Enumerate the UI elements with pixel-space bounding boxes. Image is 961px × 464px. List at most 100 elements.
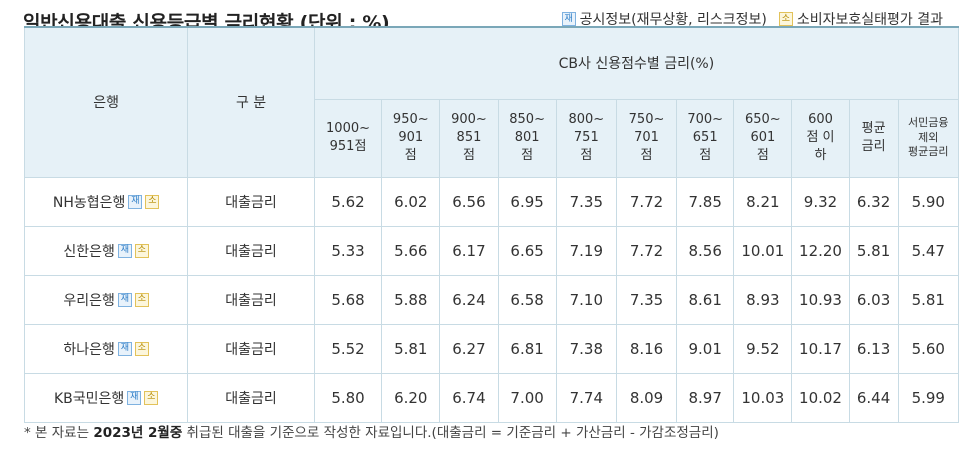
header-score-line: 851 bbox=[456, 129, 482, 145]
rate-value-cell: 8.97 bbox=[676, 372, 735, 423]
rate-value-cell: 6.58 bbox=[497, 274, 557, 325]
rate-value-cell: 5.68 bbox=[313, 274, 383, 325]
header-score-line: 950~ bbox=[392, 111, 429, 127]
header-score-line: 점 bbox=[699, 148, 712, 164]
disclosure-badge-icon[interactable]: 재 bbox=[117, 292, 132, 307]
rate-table: 은행 구 분 CB사 신용점수별 금리(%) 1000~ 951점 950~ 901 점… bbox=[23, 26, 960, 423]
rate-value-cell: 8.21 bbox=[733, 176, 793, 227]
header-bank: 은행 bbox=[23, 26, 189, 178]
legend-consumer-protection[interactable]: 소 소비자보호실태평가 결과 bbox=[778, 9, 943, 29]
header-score-line: 제외 bbox=[918, 130, 939, 144]
header-score-line: 650~ bbox=[744, 111, 781, 127]
rate-value-cell: 7.35 bbox=[615, 274, 678, 325]
rate-value-cell: 8.16 bbox=[615, 323, 678, 374]
legend-consumer-protection-label: 소비자보호실태평가 결과 bbox=[796, 12, 943, 28]
rate-value-cell: 8.56 bbox=[676, 225, 735, 276]
header-score-column: 1000~ 951점 bbox=[313, 98, 383, 178]
header-score-line: 점 bbox=[462, 148, 475, 164]
header-score-line: 901 bbox=[398, 129, 424, 145]
disclosure-badge-icon: 재 bbox=[561, 12, 576, 26]
footnote-suffix: 취급된 대출을 기준으로 작성한 자료입니다.(대출금리 = 기준금리 + 가산… bbox=[182, 425, 719, 441]
header-score-line: 점 bbox=[580, 148, 593, 164]
rate-value-cell: 6.27 bbox=[439, 323, 499, 374]
consumer-protection-badge-icon[interactable]: 소 bbox=[144, 390, 159, 405]
rate-value-cell: 6.44 bbox=[848, 372, 899, 423]
rate-type-cell: 대출금리 bbox=[187, 372, 315, 423]
table-row: KB국민은행 재 소 대출금리 5.80 6.20 6.74 7.00 7.74 8.09 8.97… bbox=[23, 372, 960, 423]
consumer-protection-badge-icon[interactable]: 소 bbox=[145, 194, 160, 209]
rate-value-cell: 7.35 bbox=[555, 176, 617, 227]
rate-value-cell: 6.17 bbox=[439, 225, 499, 276]
header-score-line: 하 bbox=[814, 148, 827, 164]
header-score-column: 900~ 851 점 bbox=[439, 98, 499, 178]
footnote-prefix: * 본 자료는 bbox=[24, 425, 94, 441]
rate-value-cell: 6.20 bbox=[381, 372, 441, 423]
rate-value-cell: 6.13 bbox=[848, 323, 899, 374]
legend-disclosure[interactable]: 재 공시정보(재무상황, 리스크정보) bbox=[561, 9, 767, 29]
header-score-line: 점 bbox=[756, 148, 769, 164]
header-score-line: 1000~ bbox=[326, 120, 371, 136]
consumer-protection-badge-icon[interactable]: 소 bbox=[134, 243, 149, 258]
header-score-line: 951점 bbox=[329, 139, 367, 154]
header-score-column: 950~ 901 점 bbox=[381, 98, 441, 178]
header-score-column: 평균 금리 bbox=[848, 98, 899, 178]
legend-disclosure-label: 공시정보(재무상황, 리스크정보) bbox=[579, 12, 767, 28]
bank-cell: 하나은행 재 소 bbox=[23, 323, 189, 374]
rate-value-cell: 6.32 bbox=[848, 176, 899, 227]
rate-value-cell: 7.72 bbox=[615, 176, 678, 227]
bank-cell: KB국민은행 재 소 bbox=[23, 372, 189, 423]
bank-cell: 우리은행 재 소 bbox=[23, 274, 189, 325]
rate-value-cell: 10.02 bbox=[791, 372, 850, 423]
rate-value-cell: 5.81 bbox=[897, 274, 960, 325]
rate-value-cell: 7.74 bbox=[555, 372, 617, 423]
rate-value-cell: 9.01 bbox=[676, 323, 735, 374]
bank-name: NH농협은행 bbox=[52, 194, 126, 211]
footnote-period: 2023년 2월중 bbox=[93, 425, 183, 441]
header-score-line: 평균금리 bbox=[908, 145, 949, 159]
rate-value-cell: 10.17 bbox=[791, 323, 850, 374]
rate-value-cell: 9.52 bbox=[733, 323, 793, 374]
rate-value-cell: 7.72 bbox=[615, 225, 678, 276]
rate-value-cell: 6.56 bbox=[439, 176, 499, 227]
header-group: CB사 신용점수별 금리(%) bbox=[313, 26, 960, 100]
legend: 재 공시정보(재무상황, 리스크정보) 소 소비자보호실태평가 결과 bbox=[561, 9, 943, 29]
rate-value-cell: 5.99 bbox=[897, 372, 960, 423]
consumer-protection-badge-icon[interactable]: 소 bbox=[134, 341, 149, 356]
rate-value-cell: 6.24 bbox=[439, 274, 499, 325]
rate-value-cell: 5.88 bbox=[381, 274, 441, 325]
rate-value-cell: 7.38 bbox=[555, 323, 617, 374]
rate-value-cell: 7.19 bbox=[555, 225, 617, 276]
header-score-line: 801 bbox=[514, 129, 540, 145]
bank-name: 신한은행 bbox=[63, 243, 115, 260]
disclosure-badge-icon[interactable]: 재 bbox=[117, 243, 132, 258]
table-row: NH농협은행 재 소 대출금리 5.62 6.02 6.56 6.95 7.35 7.72 7.85… bbox=[23, 176, 960, 227]
rate-value-cell: 8.61 bbox=[676, 274, 735, 325]
disclosure-badge-icon[interactable]: 재 bbox=[117, 341, 132, 356]
consumer-protection-badge-icon: 소 bbox=[778, 12, 793, 26]
disclosure-badge-icon[interactable]: 재 bbox=[127, 390, 142, 405]
header-score-line: 600 bbox=[808, 111, 833, 127]
footnote: * 본 자료는 2023년 2월중 취급된 대출을 기준으로 작성한 자료입니다… bbox=[24, 421, 719, 441]
rate-value-cell: 6.74 bbox=[439, 372, 499, 423]
header-score-line: 651 bbox=[692, 129, 718, 145]
rate-value-cell: 10.03 bbox=[733, 372, 793, 423]
rate-value-cell: 8.93 bbox=[733, 274, 793, 325]
rate-value-cell: 5.66 bbox=[381, 225, 441, 276]
rate-value-cell: 10.93 bbox=[791, 274, 850, 325]
rate-value-cell: 7.10 bbox=[555, 274, 617, 325]
header-score-line: 601 bbox=[750, 129, 776, 145]
bank-cell: NH농협은행 재 소 bbox=[23, 176, 189, 227]
rate-type-cell: 대출금리 bbox=[187, 274, 315, 325]
consumer-protection-badge-icon[interactable]: 소 bbox=[134, 292, 149, 307]
disclosure-badge-icon[interactable]: 재 bbox=[128, 194, 143, 209]
rate-value-cell: 5.33 bbox=[313, 225, 383, 276]
rate-value-cell: 7.85 bbox=[676, 176, 735, 227]
bank-name: KB국민은행 bbox=[53, 390, 125, 407]
rate-value-cell: 8.09 bbox=[615, 372, 678, 423]
header-score-column: 850~ 801 점 bbox=[497, 98, 557, 178]
rate-value-cell: 10.01 bbox=[733, 225, 793, 276]
rate-value-cell: 6.03 bbox=[848, 274, 899, 325]
rate-value-cell: 6.81 bbox=[497, 323, 557, 374]
header-score-column: 서민금융 제외 평균금리 bbox=[897, 98, 960, 178]
